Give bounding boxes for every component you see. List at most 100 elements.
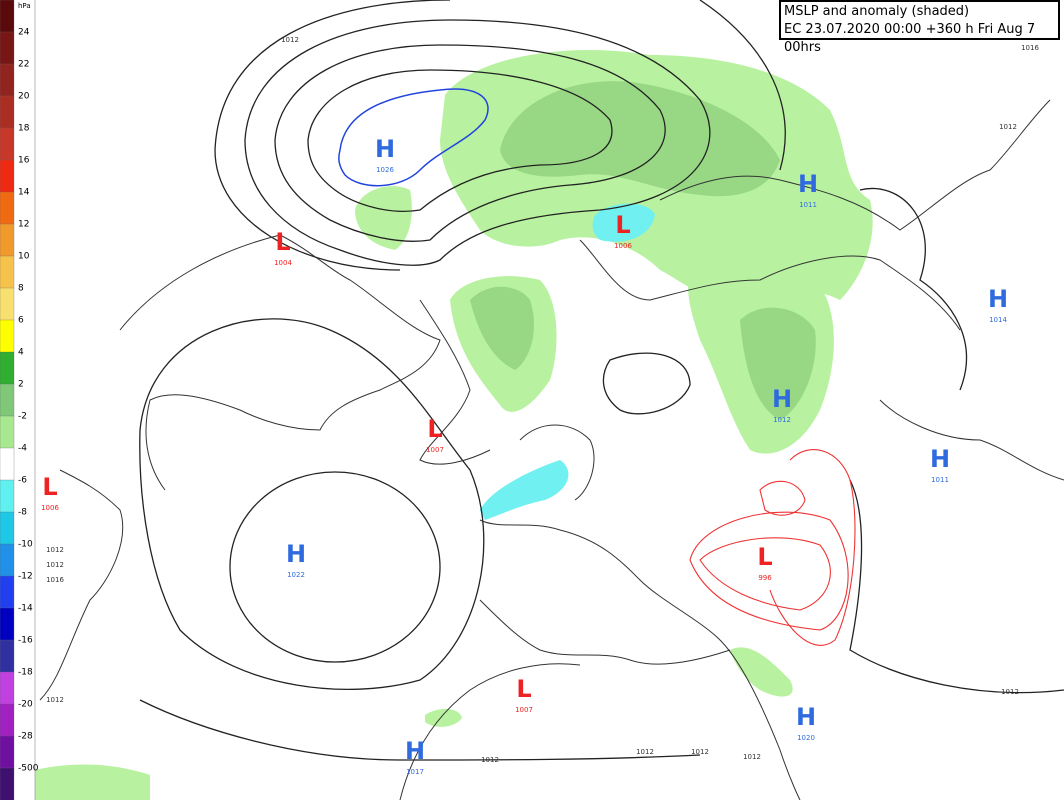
center-pressure: 1026 [376,166,394,174]
colorbar-cell [0,31,15,65]
colorbar-cell [0,319,15,353]
map-subtitle: EC 23.07.2020 00:00 +360 h Fri Aug 7 00h… [784,22,1036,55]
center-pressure: 1017 [406,768,424,776]
colorbar-cell [0,639,15,673]
colorbar-cell [0,0,15,33]
colorbar-cell [0,479,15,513]
colorbar-cell [0,543,15,577]
colorbar-cell [0,63,15,97]
colorbar-label: -14 [18,604,33,614]
center-pressure: 996 [758,574,772,582]
isobar-label: 1012 [999,123,1017,131]
colorbar-label: 18 [18,124,30,134]
colorbar-cell [0,159,15,193]
colorbar-label: -28 [18,732,33,742]
colorbar-cell [0,703,15,737]
colorbar-cell [0,607,15,641]
pressure-centers: H 1026 L 1004 L 1006 H 1011 H 1014 H 1012 L 1007 H 1011… [41,135,1008,776]
isobar-label: 1012 [481,756,499,764]
center-letter: H [988,285,1008,313]
colorbar-label: 6 [18,316,24,326]
colorbar: hPa 24 22 20 18 16 14 12 10 8 6 4 2 -2 -4 -6 -8 -10 -12 -14… [0,0,39,800]
colorbar-cell [0,735,15,769]
colorbar-label: -2 [18,412,27,422]
center-pressure: 1004 [274,259,292,267]
anomaly-contours [689,449,856,646]
colorbar-label: 24 [18,28,30,38]
colorbar-label: 4 [18,348,24,358]
colorbar-label: 12 [18,220,29,230]
colorbar-label: -18 [18,668,33,678]
colorbar-cell [0,95,15,129]
isobar-label: 1012 [46,696,64,704]
colorbar-label: 10 [18,252,30,262]
colorbar-cell [0,575,15,609]
isobar-label: 1016 [46,576,64,584]
center-letter: H [772,385,792,413]
colorbar-label: 2 [18,380,24,390]
coastlines [39,99,1064,800]
center-pressure: 1012 [773,416,791,424]
center-letter: L [427,415,442,443]
colorbar-label: -8 [18,508,27,518]
center-pressure: 1020 [797,734,815,742]
center-letter: L [757,543,772,571]
map-title: MSLP and anomaly (shaded) [784,4,970,19]
colorbar-cell [0,351,15,385]
colorbar-cell [0,383,15,417]
colorbar-label: 8 [18,284,24,294]
isobar-label: 1016 [1021,44,1039,52]
isobar-label: 1012 [636,748,654,756]
colorbar-cell [0,287,15,321]
colorbar-label: -20 [18,700,33,710]
center-letter: L [42,473,57,501]
isobar-label: 1012 [281,36,299,44]
colorbar-label: 14 [18,188,30,198]
center-letter: H [930,445,950,473]
center-pressure: 1006 [41,504,59,512]
isobar-label: 1012 [691,748,709,756]
center-pressure: 1011 [931,476,949,484]
center-letter: H [798,170,818,198]
colorbar-label: 22 [18,60,29,70]
colorbar-cell [0,191,15,225]
colorbar-label: -500 [18,764,39,774]
isobar-label: 1012 [1001,688,1019,696]
colorbar-label: 20 [18,92,30,102]
center-letter: L [516,675,531,703]
colorbar-label: -12 [18,572,33,582]
colorbar-label: -10 [18,540,33,550]
colorbar-unit: hPa [18,2,31,10]
isobar-label: 1012 [46,561,64,569]
center-pressure: 1014 [989,316,1007,324]
colorbar-cell [0,127,15,161]
isobar-label: 1012 [46,546,64,554]
center-letter: L [275,228,290,256]
center-pressure: 1022 [287,571,305,579]
center-pressure: 1011 [799,201,817,209]
isobar-label: 1012 [743,753,761,761]
colorbar-label: -4 [18,444,27,454]
center-letter: H [286,540,306,568]
center-letter: H [375,135,395,163]
colorbar-label: 16 [18,156,30,166]
center-letter: L [615,211,630,239]
anomaly-shading [35,49,873,800]
blue-isobar [338,88,489,187]
colorbar-cell [0,223,15,257]
isobars [139,0,1064,761]
colorbar-cell [0,255,15,289]
center-pressure: 1006 [614,242,632,250]
colorbar-cell [0,415,15,449]
center-pressure: 1007 [515,706,533,714]
colorbar-label: -6 [18,476,27,486]
colorbar-cell [0,671,15,705]
title-box: MSLP and anomaly (shaded) EC 23.07.2020 … [779,0,1060,55]
center-letter: H [405,737,425,765]
colorbar-label: -16 [18,636,33,646]
colorbar-cell [0,511,15,545]
colorbar-cell [0,767,15,800]
colorbar-cell [0,447,15,481]
